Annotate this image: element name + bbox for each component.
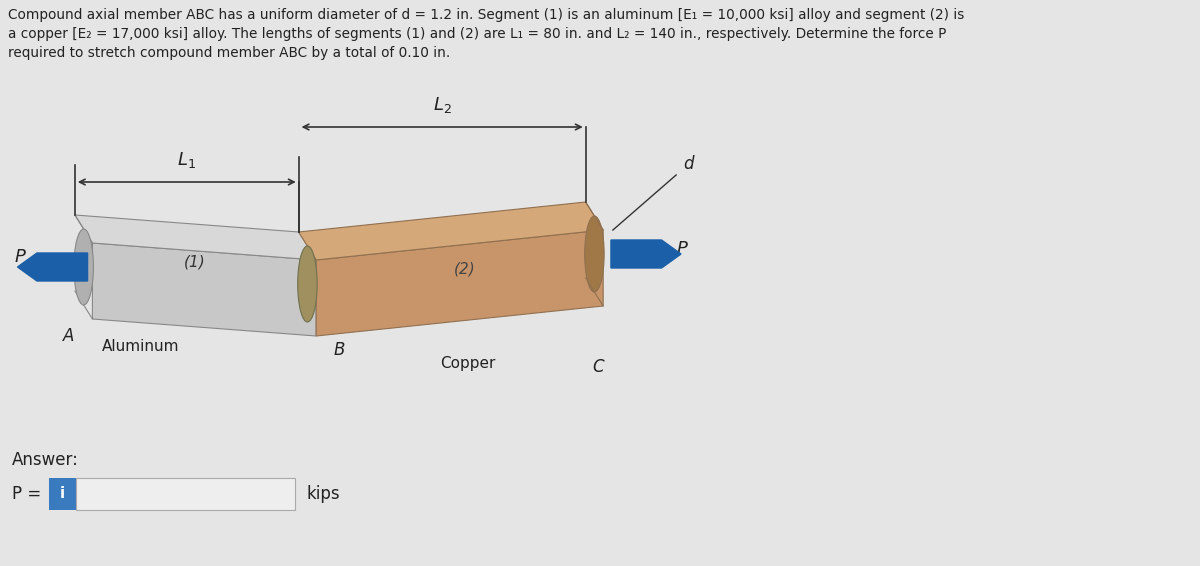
FancyArrow shape [611,240,680,268]
Text: B: B [334,341,346,359]
Text: a copper [E₂ = 17,000 ksi] alloy. The lengths of segments (1) and (2) are L₁ = 8: a copper [E₂ = 17,000 ksi] alloy. The le… [7,27,946,41]
Text: $L_1$: $L_1$ [178,150,197,170]
FancyBboxPatch shape [49,478,76,510]
Text: Aluminum: Aluminum [102,339,180,354]
Text: A: A [62,327,73,345]
Text: d: d [683,155,694,173]
Polygon shape [299,202,604,260]
Text: kips: kips [306,485,340,503]
Text: i: i [60,487,65,501]
Ellipse shape [584,216,604,292]
Polygon shape [74,215,316,260]
Polygon shape [92,243,316,336]
Polygon shape [316,230,604,336]
Text: P: P [676,240,688,258]
FancyBboxPatch shape [76,478,295,510]
Ellipse shape [298,246,317,322]
Text: Answer:: Answer: [12,451,78,469]
Ellipse shape [74,229,94,305]
Text: (1): (1) [184,255,205,269]
Text: C: C [593,358,604,376]
FancyArrow shape [18,253,88,281]
Text: $L_2$: $L_2$ [433,95,451,115]
Text: P =: P = [12,485,41,503]
Text: Compound axial member ABC has a uniform diameter of d = 1.2 in. Segment (1) is a: Compound axial member ABC has a uniform … [7,8,964,22]
Text: P: P [14,248,25,266]
Text: (2): (2) [454,261,475,277]
Text: required to stretch compound member ABC by a total of 0.10 in.: required to stretch compound member ABC … [7,46,450,60]
Text: Copper: Copper [440,356,496,371]
